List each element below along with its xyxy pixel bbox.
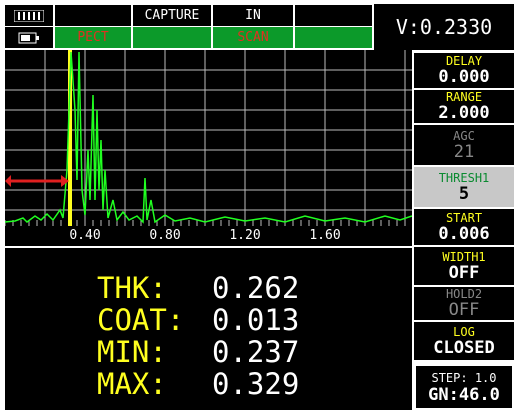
gain: GN:46.0	[416, 385, 512, 405]
mode-cell: PECT	[55, 27, 131, 48]
mode-cell	[133, 27, 211, 48]
readout-label: COAT:	[97, 304, 184, 336]
menu-label: AGC	[414, 130, 514, 143]
axis-label: 1.60	[309, 228, 340, 243]
readout-label: MAX:	[97, 368, 167, 400]
status-cell: CAPTURE	[133, 5, 211, 26]
battery	[18, 32, 40, 44]
menu-value: OFF	[414, 264, 514, 282]
readout-value: 0.013	[212, 304, 299, 336]
status-cell	[295, 5, 372, 26]
menu-label: THRESH1	[414, 172, 514, 185]
signal-icon	[5, 5, 53, 26]
menu-value: 2.000	[414, 104, 514, 122]
menu-label: START	[414, 212, 514, 225]
readout-value: 0.329	[212, 368, 299, 400]
axis-label: 1.20	[229, 228, 260, 243]
step: STEP: 1.0	[416, 371, 512, 385]
menu-value: 21	[414, 143, 514, 161]
readouts: THK: 0.262 COAT: 0.013 MIN: 0.237 MAX: 0.329	[5, 248, 412, 410]
axis-label: 0.80	[149, 228, 180, 243]
velocity: V:0.2330	[374, 4, 514, 50]
menu-value: CLOSED	[414, 339, 514, 357]
readout-value: 0.262	[212, 272, 299, 304]
readout-row: COAT: 0.013	[5, 304, 412, 336]
mode-cell: SCAN	[213, 27, 293, 48]
gauge-screen: CAPTURE IN PECT SCAN V:0.2330 0.40 0.80 1.…	[0, 0, 514, 410]
readout-label: MIN:	[97, 336, 167, 368]
menu-value: 0.000	[414, 68, 514, 86]
x-axis: 0.40 0.80 1.20 1.60	[5, 226, 412, 246]
waveform	[5, 50, 412, 226]
status-cell	[55, 5, 131, 26]
mode-cell	[295, 27, 372, 48]
readout-row: THK: 0.262	[5, 272, 412, 304]
menu-label: WIDTH1	[414, 251, 514, 264]
battery-icon	[5, 27, 53, 48]
readout-row: MIN: 0.237	[5, 336, 412, 368]
readout-value: 0.237	[212, 336, 299, 368]
status-cell: IN	[213, 5, 293, 26]
step-gain: STEP: 1.0 GN:46.0	[414, 364, 514, 410]
bars-icon	[14, 10, 44, 22]
menu-value: 5	[414, 185, 514, 203]
readout-label: THK:	[97, 272, 167, 304]
axis-label: 0.40	[69, 228, 100, 243]
menu-label: LOG	[414, 326, 514, 339]
readout-row: MAX: 0.329	[5, 368, 412, 400]
menu-value: OFF	[414, 301, 514, 319]
menu-value: 0.006	[414, 225, 514, 243]
